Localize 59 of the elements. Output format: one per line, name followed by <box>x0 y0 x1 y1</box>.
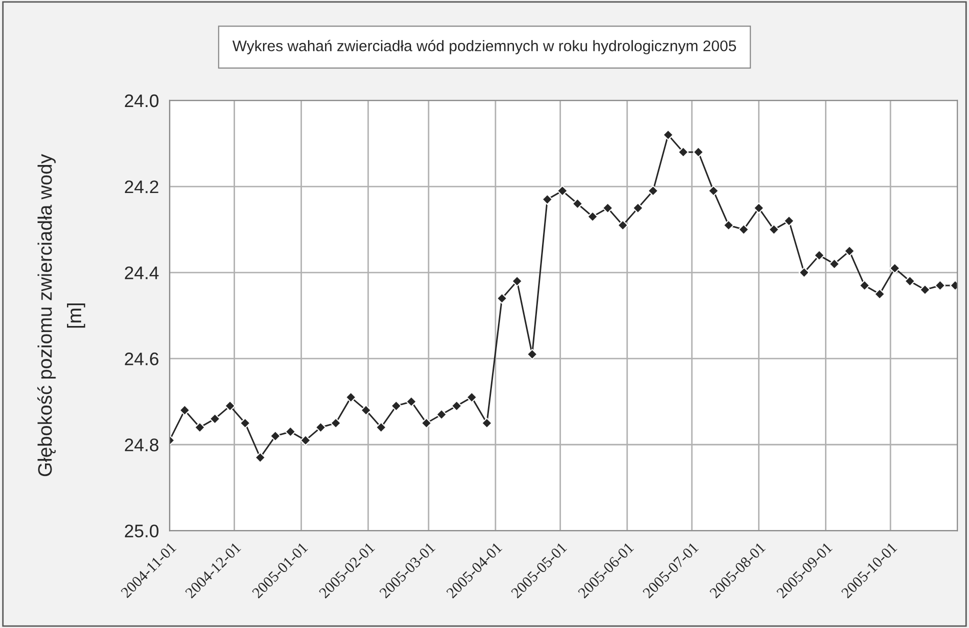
point <box>179 404 190 416</box>
point <box>844 246 855 256</box>
point <box>526 348 538 360</box>
point <box>768 224 780 235</box>
point <box>708 185 719 196</box>
point <box>648 185 658 196</box>
point <box>390 400 402 412</box>
point <box>315 422 326 433</box>
point <box>617 220 628 231</box>
y-tick-label: 24.8 <box>124 438 158 452</box>
point <box>587 211 598 222</box>
y-tick-label: 24.4 <box>124 266 159 280</box>
y-axis-title: Głębokość poziomu zwierciadła wody [m] <box>37 154 86 476</box>
point <box>330 418 342 429</box>
point <box>556 185 568 196</box>
point <box>920 284 930 296</box>
point <box>678 146 689 158</box>
y-tick-label: 24.6 <box>124 352 158 366</box>
point <box>466 392 478 403</box>
point <box>436 409 447 420</box>
point <box>784 216 794 226</box>
point <box>194 422 206 433</box>
point <box>723 220 734 231</box>
point <box>934 280 946 291</box>
y-tick-label: 24.0 <box>124 94 158 108</box>
point <box>376 422 387 433</box>
point <box>300 434 311 446</box>
point <box>360 404 372 416</box>
chart-title: Wykres wahań zwierciadła wód podziemnych w roku hydrologicznym 2005 <box>232 40 736 54</box>
point <box>828 258 840 270</box>
point <box>542 194 553 205</box>
point <box>285 426 296 438</box>
point <box>662 129 674 140</box>
point <box>572 198 583 210</box>
point <box>692 146 704 158</box>
point <box>632 202 644 214</box>
point <box>874 288 886 300</box>
point <box>889 262 900 274</box>
point <box>602 202 614 214</box>
point <box>224 400 236 412</box>
y-tick-label: 25.0 <box>124 524 158 538</box>
point <box>451 400 462 412</box>
point <box>738 224 750 235</box>
point <box>209 413 220 424</box>
point <box>904 276 916 287</box>
point <box>753 202 764 214</box>
point <box>512 276 522 287</box>
point <box>254 452 266 463</box>
point <box>345 392 356 403</box>
point <box>406 396 417 408</box>
point <box>814 250 825 261</box>
point <box>240 418 251 429</box>
point <box>496 292 508 304</box>
point <box>270 430 281 442</box>
point <box>859 280 870 291</box>
point <box>798 267 810 278</box>
point <box>481 418 492 429</box>
y-tick-label: 24.2 <box>124 180 158 194</box>
point <box>420 418 432 429</box>
